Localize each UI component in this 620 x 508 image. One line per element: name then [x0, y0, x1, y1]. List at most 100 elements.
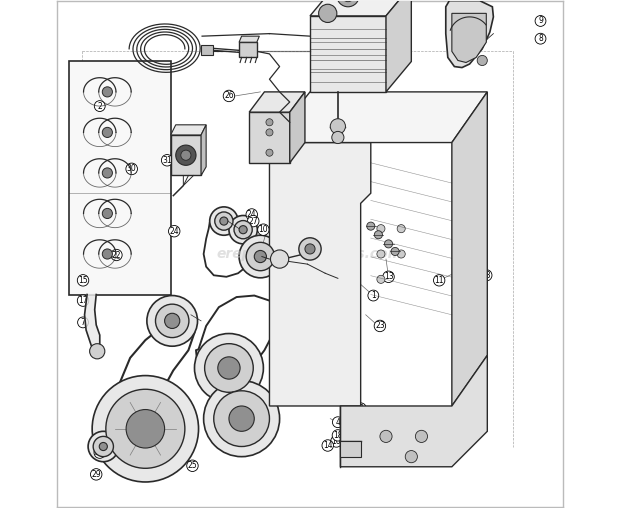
- Circle shape: [229, 406, 254, 431]
- Circle shape: [203, 380, 280, 457]
- Polygon shape: [290, 92, 305, 163]
- Circle shape: [266, 129, 273, 136]
- Circle shape: [342, 0, 354, 2]
- Circle shape: [220, 217, 228, 225]
- Text: 12: 12: [271, 200, 280, 209]
- Circle shape: [126, 409, 164, 448]
- Circle shape: [377, 250, 385, 258]
- Text: 14: 14: [323, 441, 332, 450]
- Polygon shape: [249, 92, 305, 112]
- Text: 10: 10: [259, 225, 268, 234]
- Text: 31: 31: [162, 156, 172, 165]
- Text: 11: 11: [435, 276, 444, 285]
- Circle shape: [205, 344, 253, 392]
- Circle shape: [214, 391, 270, 447]
- Circle shape: [254, 250, 267, 263]
- Circle shape: [92, 375, 198, 482]
- Polygon shape: [84, 295, 100, 355]
- Text: 19: 19: [306, 210, 316, 219]
- Text: 22: 22: [112, 250, 122, 260]
- Polygon shape: [310, 16, 386, 92]
- Text: 24: 24: [247, 210, 257, 219]
- Circle shape: [239, 235, 281, 278]
- Polygon shape: [310, 0, 411, 16]
- Polygon shape: [452, 13, 486, 62]
- Circle shape: [88, 431, 118, 462]
- Polygon shape: [239, 36, 259, 42]
- Polygon shape: [270, 92, 487, 143]
- Circle shape: [270, 250, 289, 268]
- Circle shape: [218, 357, 240, 379]
- Circle shape: [377, 275, 385, 283]
- Circle shape: [102, 168, 112, 178]
- Polygon shape: [201, 45, 213, 55]
- Text: 17: 17: [78, 296, 88, 305]
- Text: 26: 26: [224, 91, 234, 101]
- Circle shape: [384, 240, 392, 248]
- Circle shape: [266, 119, 273, 126]
- Circle shape: [405, 451, 417, 463]
- Circle shape: [367, 222, 375, 230]
- Polygon shape: [170, 125, 206, 135]
- Circle shape: [391, 247, 399, 256]
- Circle shape: [156, 304, 189, 338]
- Circle shape: [102, 87, 112, 97]
- Text: 30: 30: [127, 165, 136, 173]
- Circle shape: [332, 132, 344, 144]
- Text: 20: 20: [95, 448, 105, 457]
- Circle shape: [215, 212, 233, 230]
- Text: 27: 27: [249, 216, 258, 226]
- Text: 3: 3: [352, 311, 357, 321]
- Text: 8: 8: [538, 34, 543, 43]
- Text: 1: 1: [371, 291, 376, 300]
- Text: 15: 15: [78, 276, 88, 285]
- Text: 18: 18: [333, 431, 343, 440]
- Circle shape: [147, 296, 198, 346]
- Circle shape: [299, 238, 321, 260]
- Circle shape: [477, 55, 487, 66]
- Text: 2: 2: [97, 102, 102, 111]
- Circle shape: [377, 225, 385, 233]
- Polygon shape: [270, 143, 371, 406]
- Circle shape: [415, 430, 428, 442]
- Text: 13: 13: [384, 272, 393, 281]
- Text: 29: 29: [91, 470, 101, 479]
- Polygon shape: [340, 441, 361, 457]
- Circle shape: [102, 249, 112, 259]
- Text: 24: 24: [169, 227, 179, 236]
- Text: 7: 7: [81, 318, 86, 327]
- Circle shape: [234, 220, 252, 239]
- Circle shape: [106, 389, 185, 468]
- Circle shape: [397, 225, 405, 233]
- Polygon shape: [249, 112, 290, 163]
- Circle shape: [374, 231, 383, 239]
- Circle shape: [337, 0, 359, 7]
- Circle shape: [380, 430, 392, 442]
- Text: 23: 23: [375, 322, 385, 330]
- Circle shape: [229, 215, 257, 244]
- Circle shape: [246, 242, 275, 271]
- Polygon shape: [170, 135, 201, 175]
- Polygon shape: [446, 1, 494, 68]
- Text: 6: 6: [281, 213, 286, 222]
- Polygon shape: [452, 92, 487, 406]
- Polygon shape: [340, 355, 487, 467]
- Circle shape: [319, 4, 337, 22]
- Circle shape: [99, 442, 107, 451]
- Circle shape: [330, 119, 345, 134]
- Text: 16: 16: [332, 437, 341, 446]
- Polygon shape: [69, 61, 170, 295]
- Text: 4: 4: [335, 418, 340, 427]
- Circle shape: [210, 207, 238, 235]
- Circle shape: [195, 334, 264, 402]
- Circle shape: [102, 128, 112, 138]
- Circle shape: [102, 208, 112, 218]
- Text: ereplacementparts.com: ereplacementparts.com: [217, 247, 403, 261]
- Circle shape: [397, 250, 405, 258]
- Text: 21: 21: [356, 404, 365, 413]
- Circle shape: [164, 313, 180, 329]
- Polygon shape: [239, 42, 257, 57]
- Polygon shape: [386, 0, 411, 92]
- Text: 25: 25: [188, 461, 197, 470]
- Text: 9: 9: [538, 16, 543, 25]
